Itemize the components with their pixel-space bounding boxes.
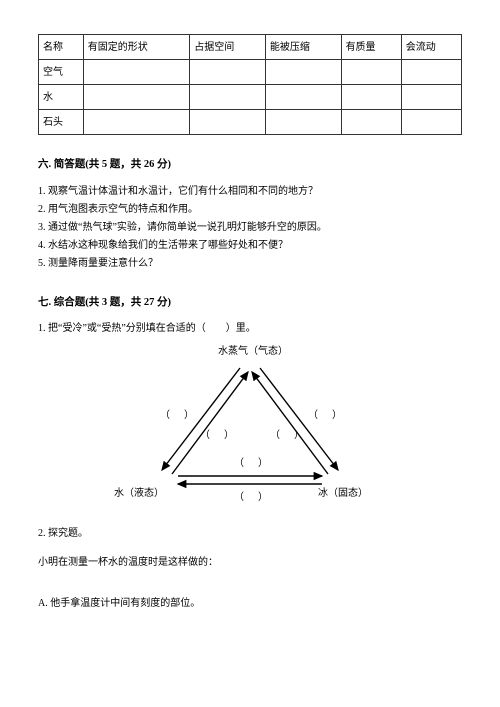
col-compress: 能被压缩 <box>265 35 341 60</box>
blank-tl-outer: （ ） <box>160 408 196 423</box>
cell-blank <box>341 85 401 110</box>
state-change-diagram: 水蒸气（气态） 水（液态） 冰（固态） （ ） （ ） （ ） （ ） （ ） … <box>120 342 380 512</box>
q6-4: 4. 水结冰这种现象给我们的生活带来了哪些好处和不便？ <box>38 237 462 255</box>
cell-blank <box>190 60 266 85</box>
col-shape: 有固定的形状 <box>83 35 190 60</box>
properties-table: 名称 有固定的形状 占据空间 能被压缩 有质量 会流动 空气 水 <box>38 34 462 135</box>
cell-blank <box>265 110 341 135</box>
blank-lr-inner: （ ） <box>234 456 270 471</box>
label-vapor: 水蒸气（气态） <box>218 344 288 359</box>
q7-1: 1. 把“受冷”或“受热”分别填在合适的（ ）里。 <box>38 321 462 336</box>
cell-blank <box>401 110 461 135</box>
table-row: 水 <box>39 85 462 110</box>
q6-5: 5. 测量降雨量要注意什么？ <box>38 255 462 273</box>
col-space: 占据空间 <box>190 35 266 60</box>
cell-blank <box>401 60 461 85</box>
col-flow: 会流动 <box>401 35 461 60</box>
section6-title: 六. 简答题(共 5 题，共 26 分) <box>38 157 462 173</box>
cell-blank <box>83 85 190 110</box>
cell-water: 水 <box>39 85 84 110</box>
table-header-row: 名称 有固定的形状 占据空间 能被压缩 有质量 会流动 <box>39 35 462 60</box>
blank-tr-inner: （ ） <box>270 428 306 443</box>
label-solid: 冰（固态） <box>318 486 368 501</box>
q6-2: 2. 用气泡图表示空气的特点和作用。 <box>38 201 462 219</box>
label-liquid: 水（液态） <box>114 486 164 501</box>
blank-tl-inner: （ ） <box>200 428 236 443</box>
table-row: 石头 <box>39 110 462 135</box>
cell-blank <box>190 85 266 110</box>
blank-tr-outer: （ ） <box>308 408 344 423</box>
table-row: 空气 <box>39 60 462 85</box>
cell-blank <box>190 110 266 135</box>
section7-title: 七. 综合题(共 3 题，共 27 分) <box>38 295 462 311</box>
cell-stone: 石头 <box>39 110 84 135</box>
cell-air: 空气 <box>39 60 84 85</box>
cell-blank <box>341 60 401 85</box>
cell-blank <box>401 85 461 110</box>
q7-2-intro: 小明在测量一杯水的温度时是这样做的： <box>38 555 462 570</box>
cell-blank <box>265 85 341 110</box>
col-mass: 有质量 <box>341 35 401 60</box>
q6-3: 3. 通过做“热气球”实验，请你简单说一说孔明灯能够升空的原因。 <box>38 219 462 237</box>
q7-2-title: 2. 探究题。 <box>38 526 462 541</box>
col-name: 名称 <box>39 35 84 60</box>
q6-1: 1. 观察气温计体温计和水温计，它们有什么相同和不同的地方？ <box>38 183 462 201</box>
cell-blank <box>341 110 401 135</box>
q7-2-a: A. 他手拿温度计中间有刻度的部位。 <box>38 596 462 611</box>
section6-list: 1. 观察气温计体温计和水温计，它们有什么相同和不同的地方？ 2. 用气泡图表示… <box>38 183 462 273</box>
cell-blank <box>83 110 190 135</box>
worksheet-page: 名称 有固定的形状 占据空间 能被压缩 有质量 会流动 空气 水 <box>0 0 500 707</box>
blank-lr-outer: （ ） <box>234 490 270 505</box>
cell-blank <box>83 60 190 85</box>
cell-blank <box>265 60 341 85</box>
